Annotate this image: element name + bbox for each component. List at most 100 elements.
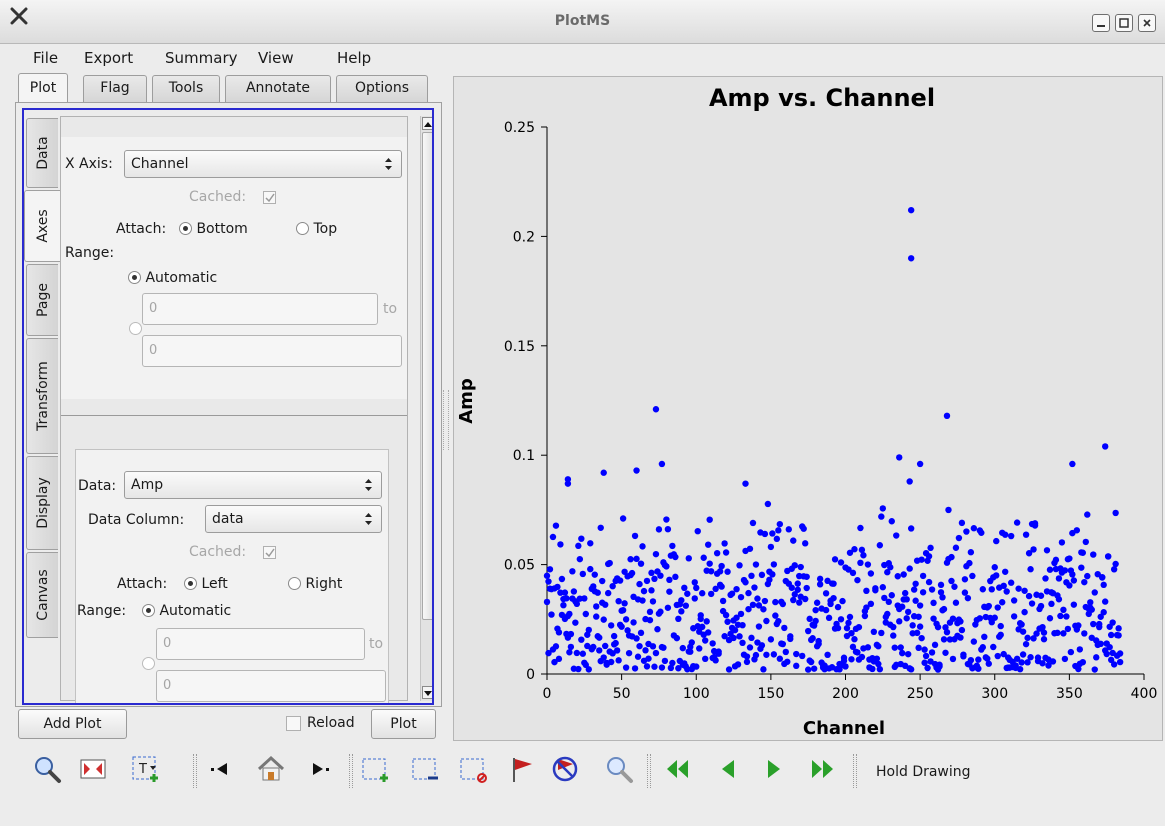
data-point (1087, 599, 1094, 606)
data-point (979, 644, 987, 651)
x-attach-bottom-radio[interactable]: Bottom (179, 221, 248, 237)
first-iteration-icon[interactable] (662, 754, 692, 784)
y-attach-right-radio[interactable]: Right (288, 576, 342, 592)
data-point (643, 663, 651, 670)
data-point (800, 525, 807, 532)
zoom-icon[interactable] (32, 754, 62, 784)
data-point (755, 602, 763, 609)
tab-options[interactable]: Options (336, 75, 428, 102)
side-tab-display[interactable]: Display (26, 456, 58, 550)
dropdown-arrow-icon[interactable] (144, 754, 162, 784)
x-range-max-field[interactable]: 0 (142, 335, 402, 367)
data-point (979, 586, 987, 593)
unflag-icon[interactable] (550, 754, 580, 784)
x-range-manual-radio[interactable] (129, 322, 142, 335)
x-attach-top-radio[interactable]: Top (296, 221, 337, 237)
data-point (687, 648, 694, 655)
y-column-select[interactable]: data (205, 505, 382, 533)
y-range-manual-radio[interactable] (142, 657, 155, 670)
data-point (845, 566, 852, 573)
menu-bar: File Export Summary View Help (0, 44, 1165, 72)
clear-regions-icon[interactable] (458, 754, 488, 784)
annotate-text-icon[interactable]: T (130, 754, 160, 784)
data-point (945, 506, 952, 514)
add-plot-button[interactable]: Add Plot (18, 709, 127, 739)
previous-iteration-icon[interactable] (712, 754, 742, 784)
menu-export[interactable]: Export (84, 49, 134, 67)
home-icon[interactable] (256, 754, 286, 784)
data-point (793, 650, 800, 658)
last-iteration-icon[interactable] (808, 754, 838, 784)
data-point (1019, 651, 1027, 658)
data-point (1075, 665, 1082, 673)
x-tick-label: 250 (907, 686, 934, 702)
hold-drawing-toggle[interactable]: Hold Drawing (876, 764, 971, 780)
reload-checkbox[interactable] (286, 716, 301, 731)
x-range-automatic-radio[interactable]: Automatic (128, 270, 217, 286)
check-icon (265, 548, 275, 558)
flag-icon[interactable] (508, 754, 538, 784)
y-range-automatic-radio[interactable]: Automatic (142, 603, 231, 619)
x-cached-checkbox[interactable] (263, 191, 276, 204)
tab-annotate[interactable]: Annotate (225, 75, 331, 102)
data-point (957, 634, 964, 641)
tab-plot[interactable]: Plot (18, 73, 68, 102)
data-point (970, 525, 978, 532)
data-point (748, 634, 755, 642)
mark-region-icon[interactable] (360, 754, 390, 784)
tab-tools[interactable]: Tools (152, 75, 220, 102)
panel-splitter[interactable] (443, 390, 449, 450)
data-point (579, 570, 587, 578)
next-iteration-icon[interactable] (760, 754, 790, 784)
locate-icon[interactable] (604, 754, 634, 784)
side-tab-page[interactable]: Page (26, 264, 58, 336)
y-range-min-field[interactable]: 0 (156, 628, 365, 660)
data-point (830, 594, 837, 602)
side-tab-canvas[interactable]: Canvas (26, 552, 58, 638)
data-point (775, 527, 782, 534)
plot-canvas[interactable]: Amp vs. Channel Channel Amp 0 50 100 150 200… (453, 76, 1163, 741)
x-axis-label: X Axis: (65, 156, 113, 172)
y-data-select[interactable]: Amp (124, 471, 382, 499)
tab-flag[interactable]: Flag (83, 75, 147, 102)
subtract-region-icon[interactable] (410, 754, 440, 784)
scatter-chart[interactable]: Amp vs. Channel Channel Amp 0 50 100 150 200… (454, 77, 1164, 742)
maximize-button[interactable] (1115, 14, 1133, 32)
scroll-thumb[interactable] (422, 132, 432, 620)
data-point (1010, 597, 1018, 604)
menu-file[interactable]: File (33, 49, 59, 67)
menu-summary[interactable]: Summary (165, 49, 238, 67)
side-tab-transform[interactable]: Transform (26, 338, 58, 454)
scroll-up-arrow[interactable] (422, 117, 432, 130)
fit-to-window-icon[interactable] (78, 754, 108, 784)
close-button[interactable] (1138, 14, 1156, 32)
data-point (806, 615, 813, 623)
minimize-button[interactable] (1092, 14, 1110, 32)
data-point (737, 610, 745, 618)
data-point (610, 632, 618, 640)
data-point (699, 590, 706, 597)
x-axis-select[interactable]: Channel (124, 150, 402, 178)
data-point (593, 603, 600, 610)
data-point (702, 655, 709, 663)
data-point (545, 649, 552, 657)
plot-button[interactable]: Plot (371, 709, 436, 739)
side-tab-axes[interactable]: Axes (24, 190, 60, 262)
data-point (1021, 608, 1028, 616)
y-attach-left-radio[interactable]: Left (184, 576, 228, 592)
menu-help[interactable]: Help (337, 49, 372, 67)
side-tab-data[interactable]: Data (26, 118, 58, 188)
data-point (779, 600, 787, 608)
data-point (997, 631, 1004, 639)
data-point (893, 532, 900, 539)
menu-view[interactable]: View (258, 49, 294, 67)
panel-scrollbar[interactable] (420, 116, 432, 701)
x-range-min-field[interactable]: 0 (142, 293, 378, 325)
y-cached-checkbox[interactable] (263, 546, 276, 559)
y-range-max-field[interactable]: 0 (156, 670, 386, 702)
step-back-icon[interactable] (205, 754, 235, 784)
scroll-down-arrow[interactable] (422, 686, 432, 699)
step-forward-icon[interactable] (305, 754, 335, 784)
data-point (718, 583, 725, 590)
data-point (663, 563, 670, 570)
